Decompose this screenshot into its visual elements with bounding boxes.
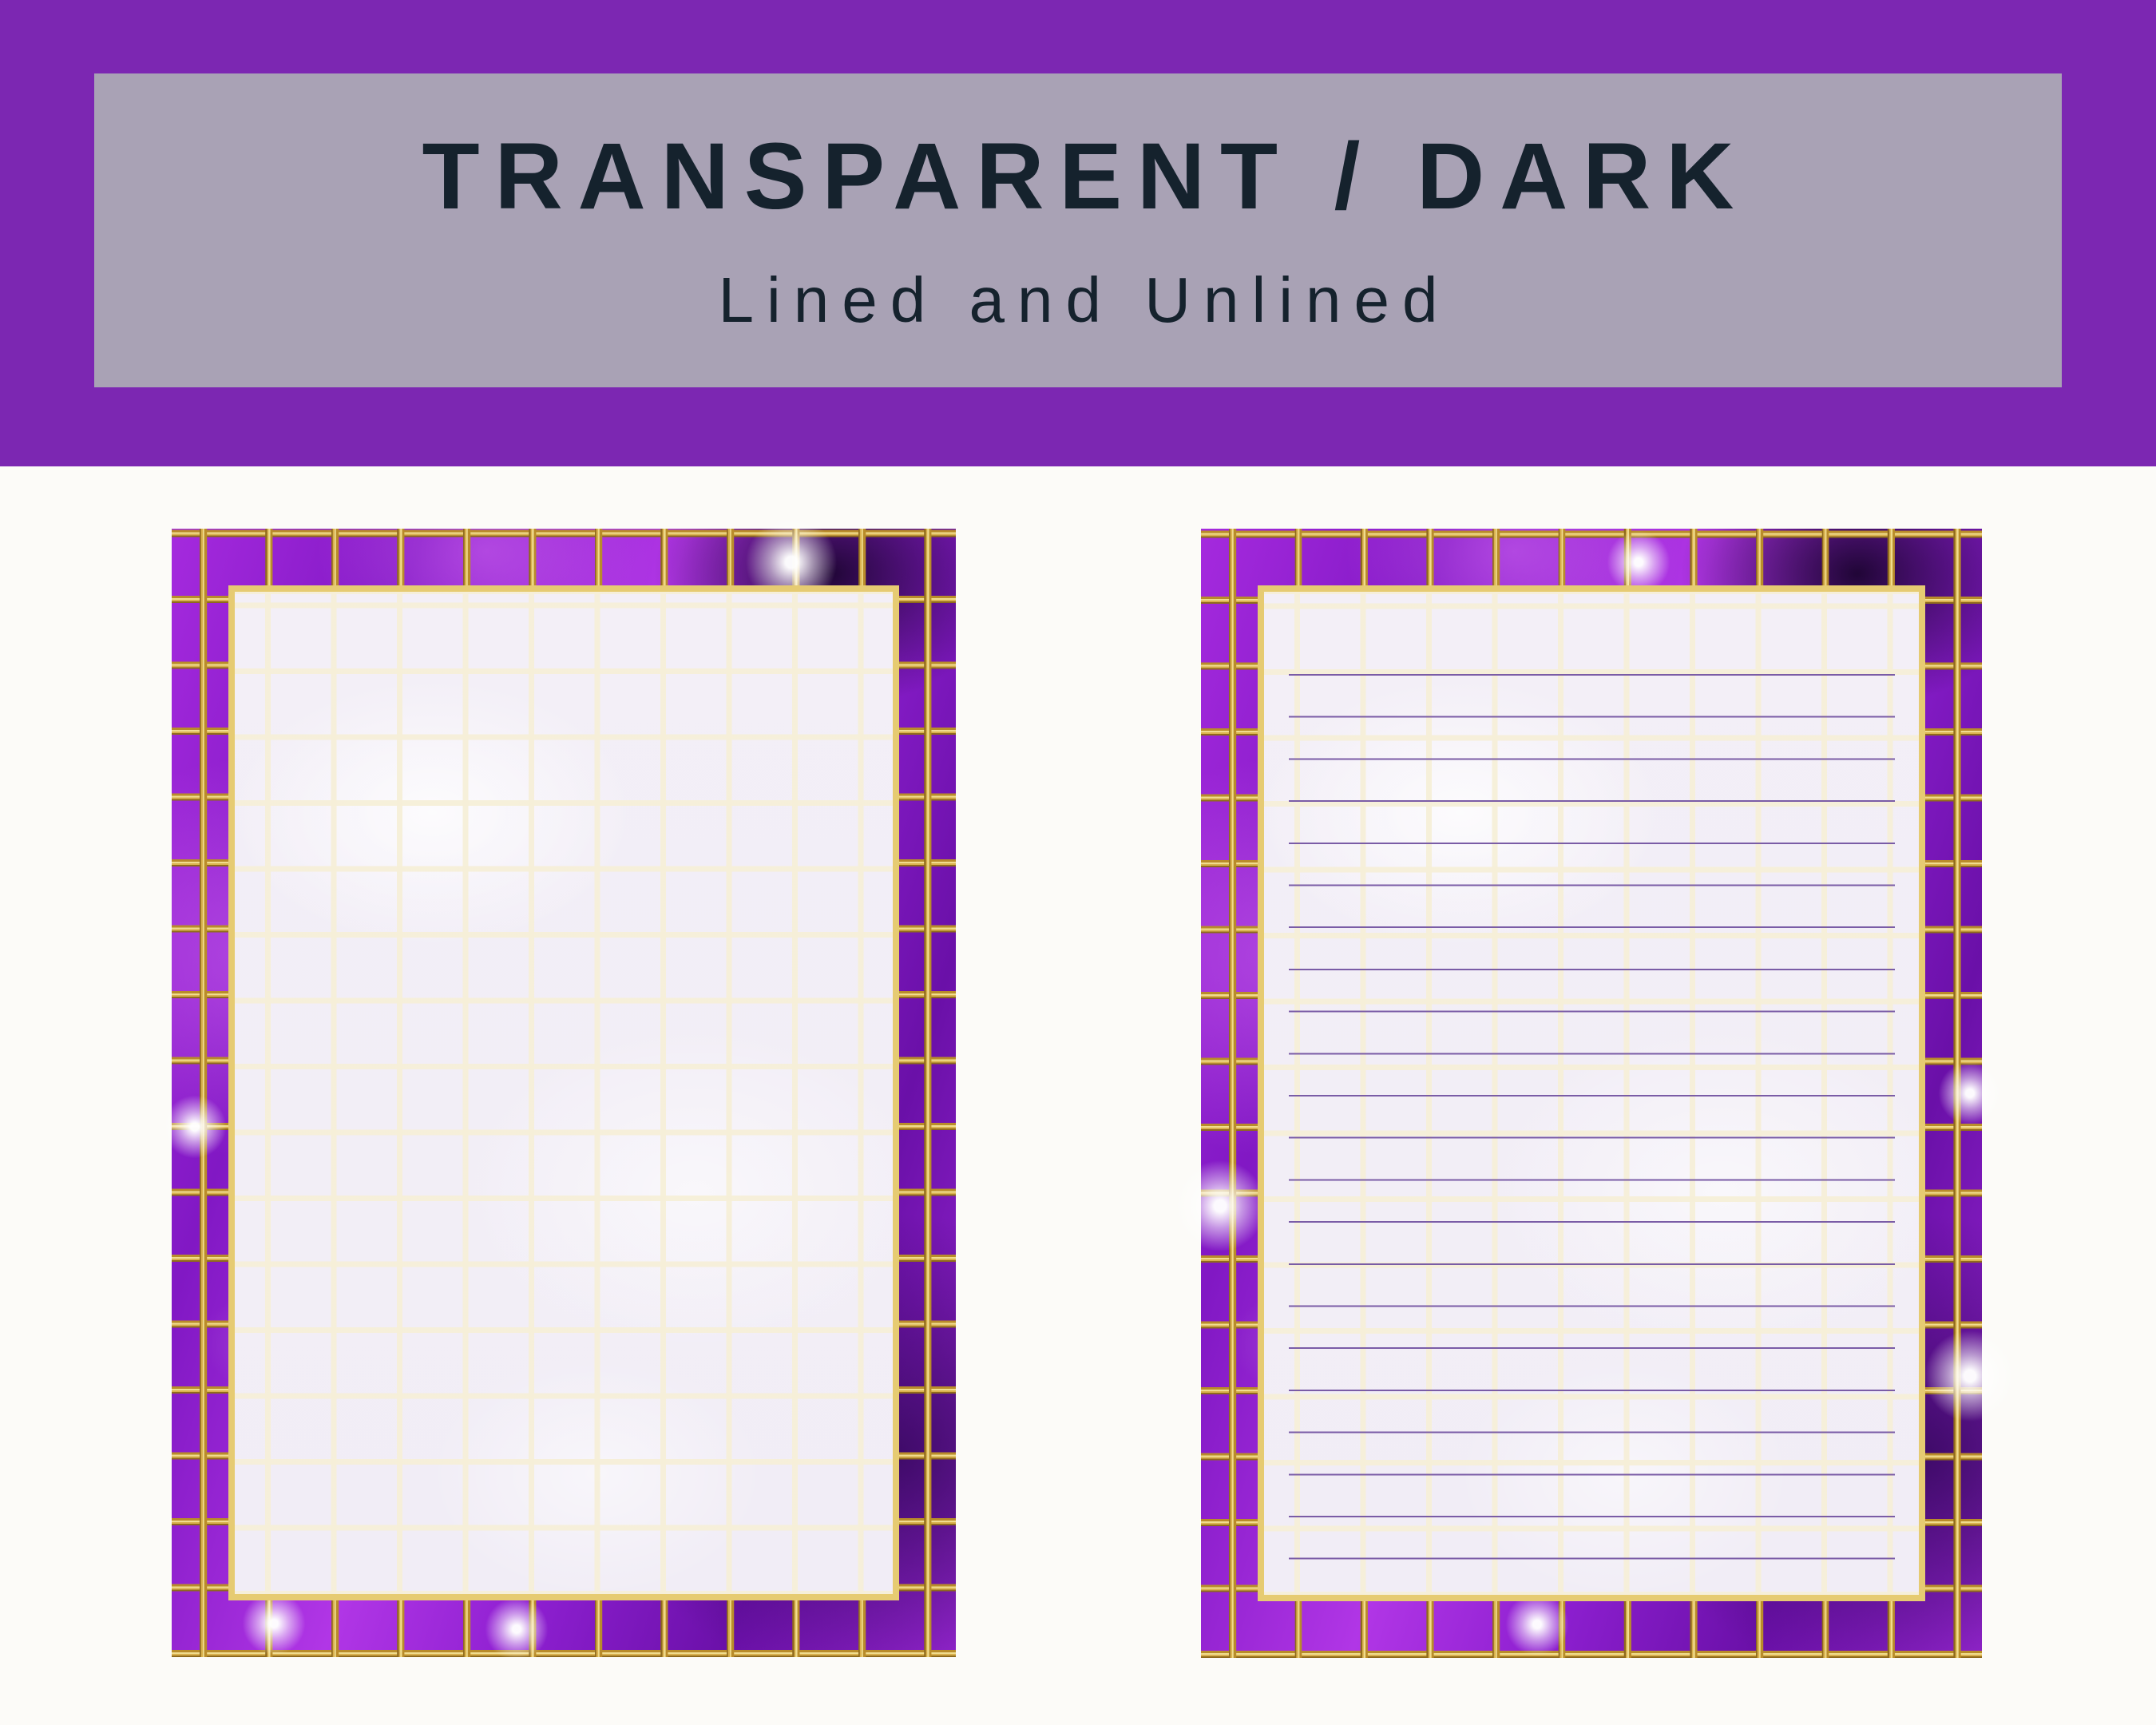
header-band: TRANSPARENT / DARK Lined and Unlined <box>0 0 2156 466</box>
notepad-page-lined <box>1168 526 2023 1660</box>
title-banner: TRANSPARENT / DARK Lined and Unlined <box>94 73 2062 387</box>
sparkle-glow <box>1934 1057 2007 1129</box>
sparkle-glow <box>159 1090 232 1163</box>
page-title: TRANSPARENT / DARK <box>422 124 1750 229</box>
notepad-page-unlined <box>159 510 956 1665</box>
ruled-lines <box>1289 674 1895 1564</box>
preview-area <box>0 466 2156 1725</box>
page-subtitle: Lined and Unlined <box>718 264 1451 335</box>
sparkle-glow <box>1918 1323 2023 1428</box>
sparkle-glow <box>1168 1154 1273 1259</box>
sparkle-glow <box>481 1592 553 1665</box>
paper-panel-unlined <box>228 585 899 1600</box>
paper-panel-lined <box>1258 585 1925 1601</box>
